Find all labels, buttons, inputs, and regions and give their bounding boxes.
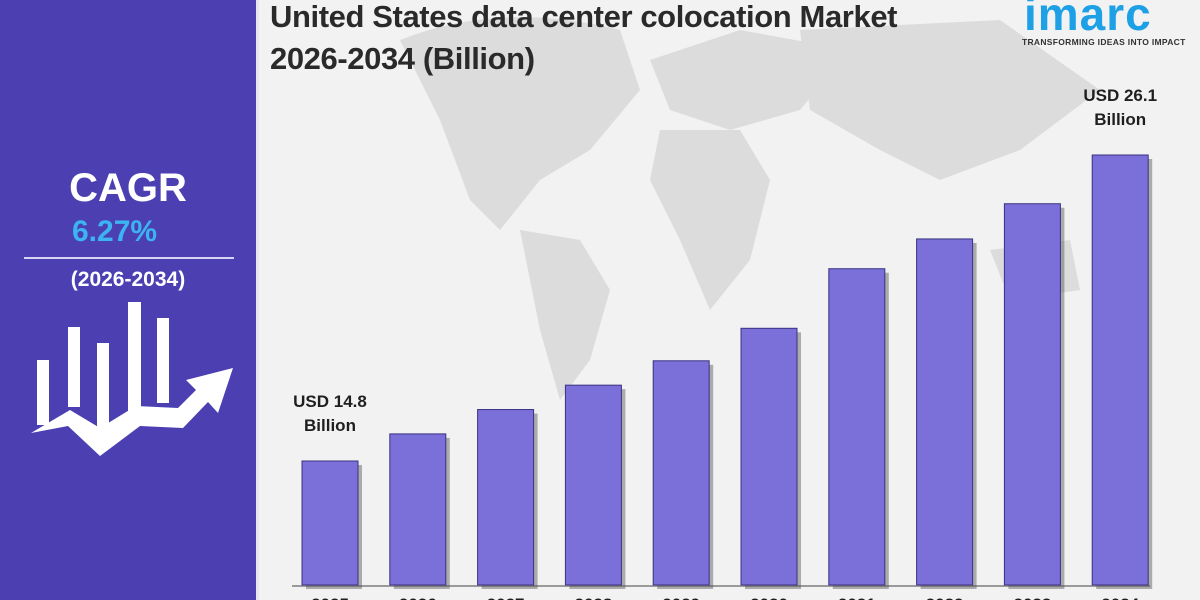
- imarc-logo: imarc: [1024, 0, 1152, 40]
- cagr-label: CAGR: [69, 166, 187, 210]
- cagr-period: (2026-2034): [70, 268, 186, 291]
- cagr-panel: CAGR 6.27% (2026-2034): [0, 0, 259, 600]
- bar-2031: [828, 268, 886, 586]
- chart-title: United States data center colocation Mar…: [270, 0, 1015, 80]
- bar-2026: [389, 433, 447, 586]
- divider: [24, 257, 234, 259]
- x-tick-label: 2028: [574, 595, 612, 600]
- bar-2029: [652, 360, 710, 586]
- data-label-2025: USD 14.8: [293, 392, 367, 411]
- cagr-value: 6.27%: [72, 215, 158, 248]
- x-tick-label: 2025: [311, 595, 349, 600]
- x-tick-label: 2033: [1013, 595, 1051, 600]
- x-tick-label: 2026: [399, 595, 437, 600]
- bar-2025: [301, 460, 359, 586]
- x-tick-label: 2029: [662, 595, 700, 600]
- bar-2034: [1091, 154, 1149, 586]
- x-tick-label: 2034: [1101, 595, 1139, 600]
- title-line-1: United States data center colocation Mar…: [270, 0, 898, 34]
- x-tick-label: 2030: [750, 595, 788, 600]
- bar-2033: [1003, 203, 1061, 586]
- x-tick-label: 2027: [487, 595, 525, 600]
- data-label-unit: Billion: [1094, 110, 1146, 129]
- bar-2030: [740, 327, 798, 586]
- bar-2028: [564, 384, 622, 586]
- logo-tagline: TRANSFORMING IDEAS INTO IMPACT: [1022, 37, 1186, 47]
- data-label-unit: Billion: [304, 416, 356, 435]
- bar-2027: [477, 409, 535, 586]
- x-tick-label: 2031: [838, 595, 876, 600]
- x-tick-label: 2032: [926, 595, 964, 600]
- data-label-2034: USD 26.1: [1083, 86, 1157, 105]
- bar-2032: [916, 238, 974, 586]
- bar-growth-arrow-icon: [31, 302, 233, 456]
- title-line-2: 2026-2034 (Billion): [270, 41, 535, 76]
